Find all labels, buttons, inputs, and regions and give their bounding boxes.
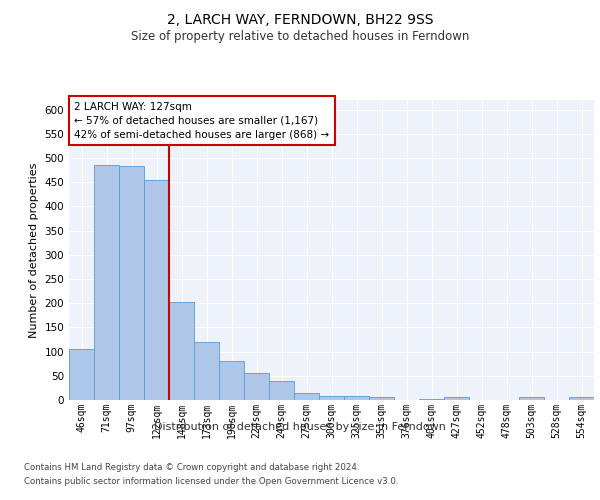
Bar bbox=[69, 349, 94, 400]
Bar bbox=[244, 373, 269, 400]
Text: Contains public sector information licensed under the Open Government Licence v3: Contains public sector information licen… bbox=[24, 478, 398, 486]
Y-axis label: Number of detached properties: Number of detached properties bbox=[29, 162, 39, 338]
Bar bbox=[294, 392, 319, 400]
Bar bbox=[144, 180, 169, 400]
Bar bbox=[269, 380, 294, 400]
Text: 2, LARCH WAY, FERNDOWN, BH22 9SS: 2, LARCH WAY, FERNDOWN, BH22 9SS bbox=[167, 12, 433, 26]
Bar bbox=[519, 397, 544, 400]
Text: 2 LARCH WAY: 127sqm
← 57% of detached houses are smaller (1,167)
42% of semi-det: 2 LARCH WAY: 127sqm ← 57% of detached ho… bbox=[74, 102, 329, 140]
Bar bbox=[194, 342, 219, 400]
Bar bbox=[369, 397, 394, 400]
Bar bbox=[569, 397, 594, 400]
Bar bbox=[219, 361, 244, 400]
Bar bbox=[344, 396, 369, 400]
Bar bbox=[94, 165, 119, 400]
Bar bbox=[169, 302, 194, 400]
Bar bbox=[319, 396, 344, 400]
Text: Contains HM Land Registry data © Crown copyright and database right 2024.: Contains HM Land Registry data © Crown c… bbox=[24, 462, 359, 471]
Bar bbox=[419, 398, 444, 400]
Bar bbox=[444, 397, 469, 400]
Text: Distribution of detached houses by size in Ferndown: Distribution of detached houses by size … bbox=[154, 422, 446, 432]
Bar bbox=[119, 166, 144, 400]
Text: Size of property relative to detached houses in Ferndown: Size of property relative to detached ho… bbox=[131, 30, 469, 43]
